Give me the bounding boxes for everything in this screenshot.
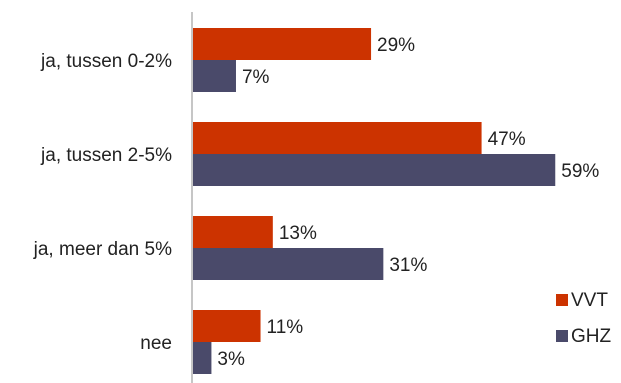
- value-label-vvt-ja-meer-dan-5: 13%: [279, 223, 317, 244]
- bar-ghz-ja-tussen-0-2: [193, 60, 236, 92]
- bar-ghz-nee: [193, 342, 212, 374]
- bar-vvt-ja-tussen-2-5: [193, 122, 482, 154]
- value-label-vvt-ja-tussen-2-5: 47%: [488, 129, 526, 150]
- legend-label-vvt: VVT: [571, 290, 608, 311]
- bars-group: 29% 7% 47% 59% 13% 31% 11% 3%: [193, 28, 599, 374]
- value-label-ghz-ja-meer-dan-5: 31%: [389, 255, 427, 276]
- bar-vvt-ja-tussen-0-2: [193, 28, 372, 60]
- category-label-ja-tussen-2-5: ja, tussen 2-5%: [40, 145, 172, 166]
- value-label-ghz-ja-tussen-2-5: 59%: [561, 161, 599, 182]
- value-label-ghz-ja-tussen-0-2: 7%: [242, 67, 270, 88]
- value-label-ghz-nee: 3%: [217, 349, 245, 370]
- bar-vvt-nee: [193, 310, 261, 342]
- legend-label-ghz: GHZ: [571, 326, 612, 347]
- bar-ghz-ja-tussen-2-5: [193, 154, 556, 186]
- category-label-ja-meer-dan-5: ja, meer dan 5%: [33, 239, 172, 260]
- legend-swatch-ghz: [556, 330, 568, 342]
- value-label-vvt-ja-tussen-0-2: 29%: [377, 35, 415, 56]
- category-label-nee: nee: [140, 333, 172, 354]
- value-label-vvt-nee: 11%: [267, 317, 304, 338]
- legend: VVT GHZ: [556, 290, 612, 347]
- bar-ghz-ja-meer-dan-5: [193, 248, 384, 280]
- bar-vvt-ja-meer-dan-5: [193, 216, 273, 248]
- category-label-ja-tussen-0-2: ja, tussen 0-2%: [40, 51, 172, 72]
- legend-swatch-vvt: [556, 294, 568, 306]
